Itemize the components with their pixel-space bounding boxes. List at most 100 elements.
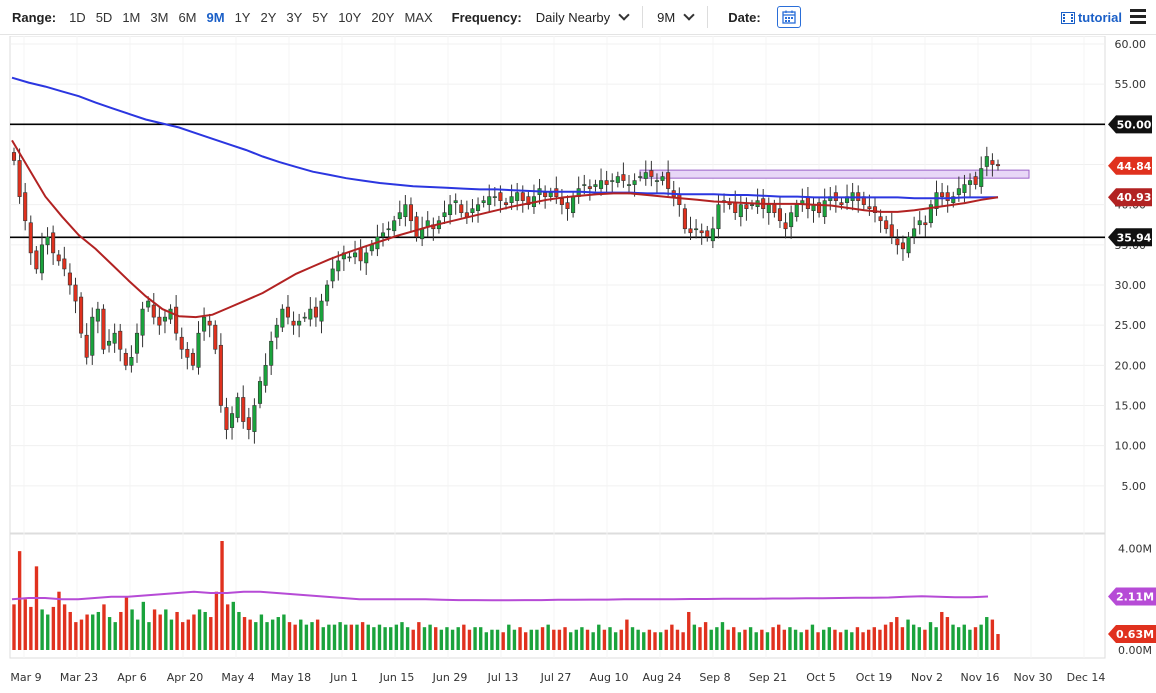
candle-body [515,192,520,201]
volume-badge-label: 0.63M [1116,628,1154,641]
candle-body [235,397,240,418]
range-button-1y[interactable]: 1Y [234,9,251,25]
candle-body [900,242,905,250]
volume-bar [287,622,292,650]
volume-bar [658,632,663,650]
volume-bar [861,632,865,650]
volume-bar [973,627,978,650]
volume-bar [405,627,410,650]
volume-bar [956,627,961,650]
volume-bar [889,622,893,650]
range-button-2y[interactable]: 2Y [260,9,277,25]
candle [833,185,838,213]
candle-body [962,184,967,193]
volume-bar [349,624,354,650]
volume-bar [760,629,764,650]
volume-bar [315,619,320,650]
price-tick-label: 25.00 [1115,319,1147,332]
candle-body [492,196,497,198]
candle [397,200,402,226]
candle [414,211,419,242]
candle [235,392,240,423]
candle-body [146,300,151,308]
candle [526,191,531,210]
range-button-20y[interactable]: 20Y [371,9,395,25]
volume-bar [293,624,297,650]
volume-bar [209,617,213,650]
period-dropdown[interactable]: 9M [651,9,699,25]
candle [789,205,794,239]
candle [73,277,78,314]
candle-body [610,180,615,182]
volume-bar [12,604,16,650]
volume-bar [608,627,612,650]
candle-body [79,296,84,334]
range-button-5y[interactable]: 5Y [312,9,329,25]
volume-bar [327,624,331,650]
price-tick-label: 15.00 [1115,400,1147,413]
volume-bar [979,624,983,650]
volume-bar [833,629,837,650]
candle-body [867,206,872,209]
candle [749,199,755,210]
candle [973,171,978,190]
volume-bar [647,629,652,650]
volume-bar [107,617,112,650]
volume-bar [726,629,730,650]
hamburger-menu-icon[interactable] [1130,9,1146,27]
candle [766,197,771,225]
candle-body [174,306,179,334]
range-button-1m[interactable]: 1M [122,9,141,25]
calendar-icon[interactable] [776,6,801,28]
volume-bar [743,629,747,650]
volume-bar [906,619,910,650]
candle-body [459,204,464,214]
range-button-10y[interactable]: 10Y [338,9,362,25]
candle [917,211,922,235]
volume-bar [113,622,117,650]
candle-body [615,176,620,183]
range-button-6m[interactable]: 6M [178,9,197,25]
candle-body [783,222,788,230]
price-chart[interactable]: 60.0055.0050.0045.0040.0035.0030.0025.00… [0,36,1156,693]
candle-body [414,216,419,238]
range-button-3m[interactable]: 3M [150,9,169,25]
candle-body [369,244,374,252]
volume-bar [180,622,185,650]
candle-body [705,230,710,238]
range-button-max[interactable]: MAX [404,9,433,25]
candle [274,317,279,350]
volume-bar [664,629,668,650]
range-button-1d[interactable]: 1D [69,9,86,25]
range-button-3y[interactable]: 3Y [286,9,303,25]
tutorial-link[interactable]: tutorial [1060,10,1122,25]
volume-bar [248,619,252,650]
divider [642,6,644,28]
volume-bar [136,619,140,650]
volume-bar [366,624,370,650]
x-tick-label: Mar 23 [60,671,98,684]
candle-body [51,232,56,254]
candle-body [403,204,408,218]
level-badge-shape [1108,115,1152,134]
candle-body [358,248,363,262]
candle [392,215,397,236]
candle [84,323,89,365]
volume-bar [394,624,399,650]
x-tick-label: Jul 27 [540,671,572,684]
candle-body [319,300,324,322]
candle [369,240,374,256]
candle-body [587,186,592,189]
volume-bar [490,629,494,650]
candle [660,171,665,186]
price-badge: 44.84 [1108,156,1152,175]
volume-bar [124,596,129,650]
frequency-dropdown[interactable]: Daily Nearby [530,9,634,25]
price-badge-shape [1108,156,1152,175]
range-button-9m[interactable]: 9M [206,9,225,25]
candle-body [906,236,911,254]
candle-body [420,228,425,240]
x-tick-label: Apr 20 [167,671,204,684]
range-button-5d[interactable]: 5D [95,9,113,25]
volume-bar [231,601,235,650]
